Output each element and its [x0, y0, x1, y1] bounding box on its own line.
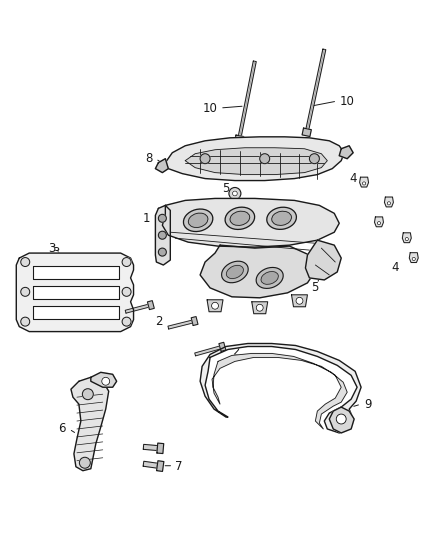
- Polygon shape: [33, 286, 119, 299]
- Circle shape: [229, 188, 241, 199]
- Circle shape: [260, 154, 270, 164]
- Circle shape: [102, 377, 110, 385]
- Circle shape: [319, 268, 324, 272]
- Circle shape: [212, 302, 219, 309]
- Circle shape: [82, 389, 93, 400]
- Polygon shape: [235, 135, 244, 143]
- Text: 10: 10: [339, 94, 354, 108]
- Polygon shape: [207, 300, 223, 312]
- Circle shape: [296, 297, 303, 304]
- Polygon shape: [212, 353, 347, 429]
- Polygon shape: [385, 197, 393, 207]
- Polygon shape: [185, 148, 327, 175]
- Polygon shape: [200, 343, 361, 433]
- Polygon shape: [339, 146, 353, 159]
- Text: 1: 1: [143, 212, 150, 225]
- Circle shape: [122, 257, 131, 266]
- Ellipse shape: [225, 207, 254, 229]
- Polygon shape: [360, 177, 368, 187]
- Circle shape: [21, 287, 30, 296]
- Polygon shape: [305, 240, 341, 280]
- Polygon shape: [238, 61, 256, 136]
- Polygon shape: [403, 233, 411, 243]
- Ellipse shape: [267, 207, 297, 229]
- Polygon shape: [155, 159, 168, 173]
- Polygon shape: [143, 445, 158, 450]
- Polygon shape: [374, 217, 383, 227]
- Polygon shape: [125, 304, 149, 313]
- Circle shape: [336, 414, 346, 424]
- Polygon shape: [219, 342, 226, 351]
- Text: 3: 3: [49, 241, 56, 255]
- Polygon shape: [155, 205, 170, 265]
- Ellipse shape: [188, 213, 208, 228]
- Polygon shape: [156, 461, 164, 471]
- Text: 2: 2: [113, 298, 120, 311]
- Polygon shape: [165, 137, 344, 181]
- Text: 2: 2: [155, 315, 162, 328]
- Circle shape: [378, 222, 381, 225]
- Polygon shape: [16, 253, 134, 332]
- Circle shape: [21, 257, 30, 266]
- Ellipse shape: [256, 268, 283, 288]
- Ellipse shape: [272, 211, 291, 225]
- Circle shape: [233, 191, 237, 196]
- Circle shape: [363, 182, 366, 185]
- Polygon shape: [306, 49, 326, 129]
- Circle shape: [122, 317, 131, 326]
- Polygon shape: [148, 301, 154, 310]
- Text: 7: 7: [175, 460, 183, 473]
- Circle shape: [79, 457, 90, 468]
- Polygon shape: [329, 407, 354, 433]
- Circle shape: [256, 304, 263, 311]
- Polygon shape: [195, 346, 220, 356]
- Text: 9: 9: [364, 398, 371, 410]
- Circle shape: [200, 154, 210, 164]
- Circle shape: [405, 238, 408, 241]
- Polygon shape: [168, 320, 193, 329]
- Polygon shape: [71, 377, 109, 471]
- Circle shape: [412, 257, 415, 261]
- Text: 2: 2: [232, 345, 240, 358]
- Text: 5: 5: [223, 182, 230, 195]
- Circle shape: [159, 248, 166, 256]
- Text: 6: 6: [59, 423, 66, 435]
- Circle shape: [387, 201, 391, 205]
- Circle shape: [159, 231, 166, 239]
- Circle shape: [122, 287, 131, 296]
- Polygon shape: [200, 245, 318, 298]
- Polygon shape: [191, 317, 198, 326]
- Ellipse shape: [230, 211, 250, 225]
- Text: 4: 4: [350, 172, 357, 185]
- Ellipse shape: [184, 209, 213, 231]
- Polygon shape: [409, 253, 418, 263]
- Polygon shape: [33, 306, 119, 319]
- Polygon shape: [91, 373, 117, 387]
- Polygon shape: [292, 295, 307, 307]
- Polygon shape: [162, 198, 339, 247]
- Text: 10: 10: [203, 101, 218, 115]
- Polygon shape: [33, 266, 119, 279]
- Ellipse shape: [261, 271, 278, 284]
- Polygon shape: [143, 461, 158, 468]
- Circle shape: [21, 317, 30, 326]
- Text: 3: 3: [53, 246, 60, 259]
- Circle shape: [159, 214, 166, 222]
- Circle shape: [315, 264, 327, 276]
- Text: 8: 8: [145, 152, 152, 165]
- Circle shape: [309, 154, 319, 164]
- Text: 4: 4: [391, 262, 399, 274]
- Polygon shape: [302, 128, 311, 136]
- Polygon shape: [157, 443, 164, 454]
- Ellipse shape: [222, 261, 248, 282]
- Text: 5: 5: [311, 281, 318, 294]
- Ellipse shape: [226, 265, 244, 279]
- Polygon shape: [252, 302, 268, 314]
